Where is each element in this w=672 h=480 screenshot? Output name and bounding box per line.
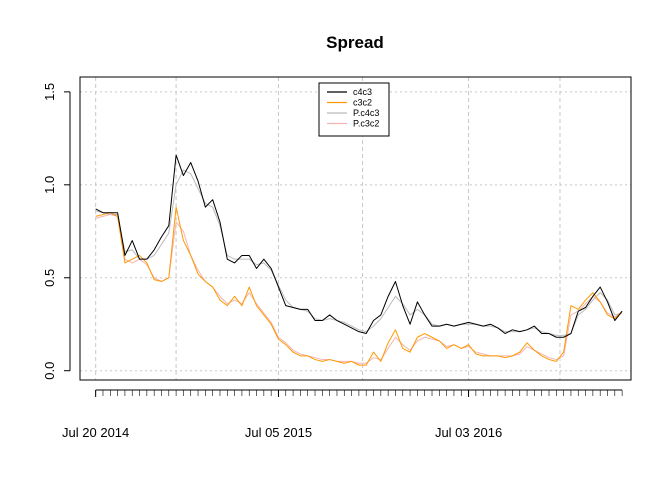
x-tick-label-1: Jul 05 2015 (245, 425, 312, 440)
y-axis: 0.0 0.5 1.0 1.5 (42, 83, 71, 380)
y-tick-label-2: 1.0 (42, 176, 57, 194)
legend-label-0: c4c3 (353, 87, 372, 97)
chart-title: Spread (326, 33, 384, 52)
y-tick-label-1: 0.5 (42, 269, 57, 287)
x-tick-label-0: Jul 20 2014 (62, 425, 129, 440)
series-line-c3c2 (95, 206, 623, 366)
y-tick-label-0: 0.0 (42, 362, 57, 380)
y-tick-label-3: 1.5 (42, 83, 57, 101)
legend-label-1: c3c2 (353, 98, 372, 108)
series-lines (95, 154, 623, 366)
series-line-c4c3 (95, 154, 623, 338)
series-line-p-c4c3 (95, 169, 623, 336)
plot-frame (79, 76, 632, 381)
legend-label-2: P.c4c3 (353, 108, 379, 118)
x-axis: Jul 20 2014 Jul 05 2015 Jul 03 2016 (62, 389, 623, 440)
legend-label-3: P.c3c2 (353, 119, 379, 129)
x-tick-label-2: Jul 03 2016 (435, 425, 502, 440)
series-line-p-c3c2 (95, 214, 623, 364)
